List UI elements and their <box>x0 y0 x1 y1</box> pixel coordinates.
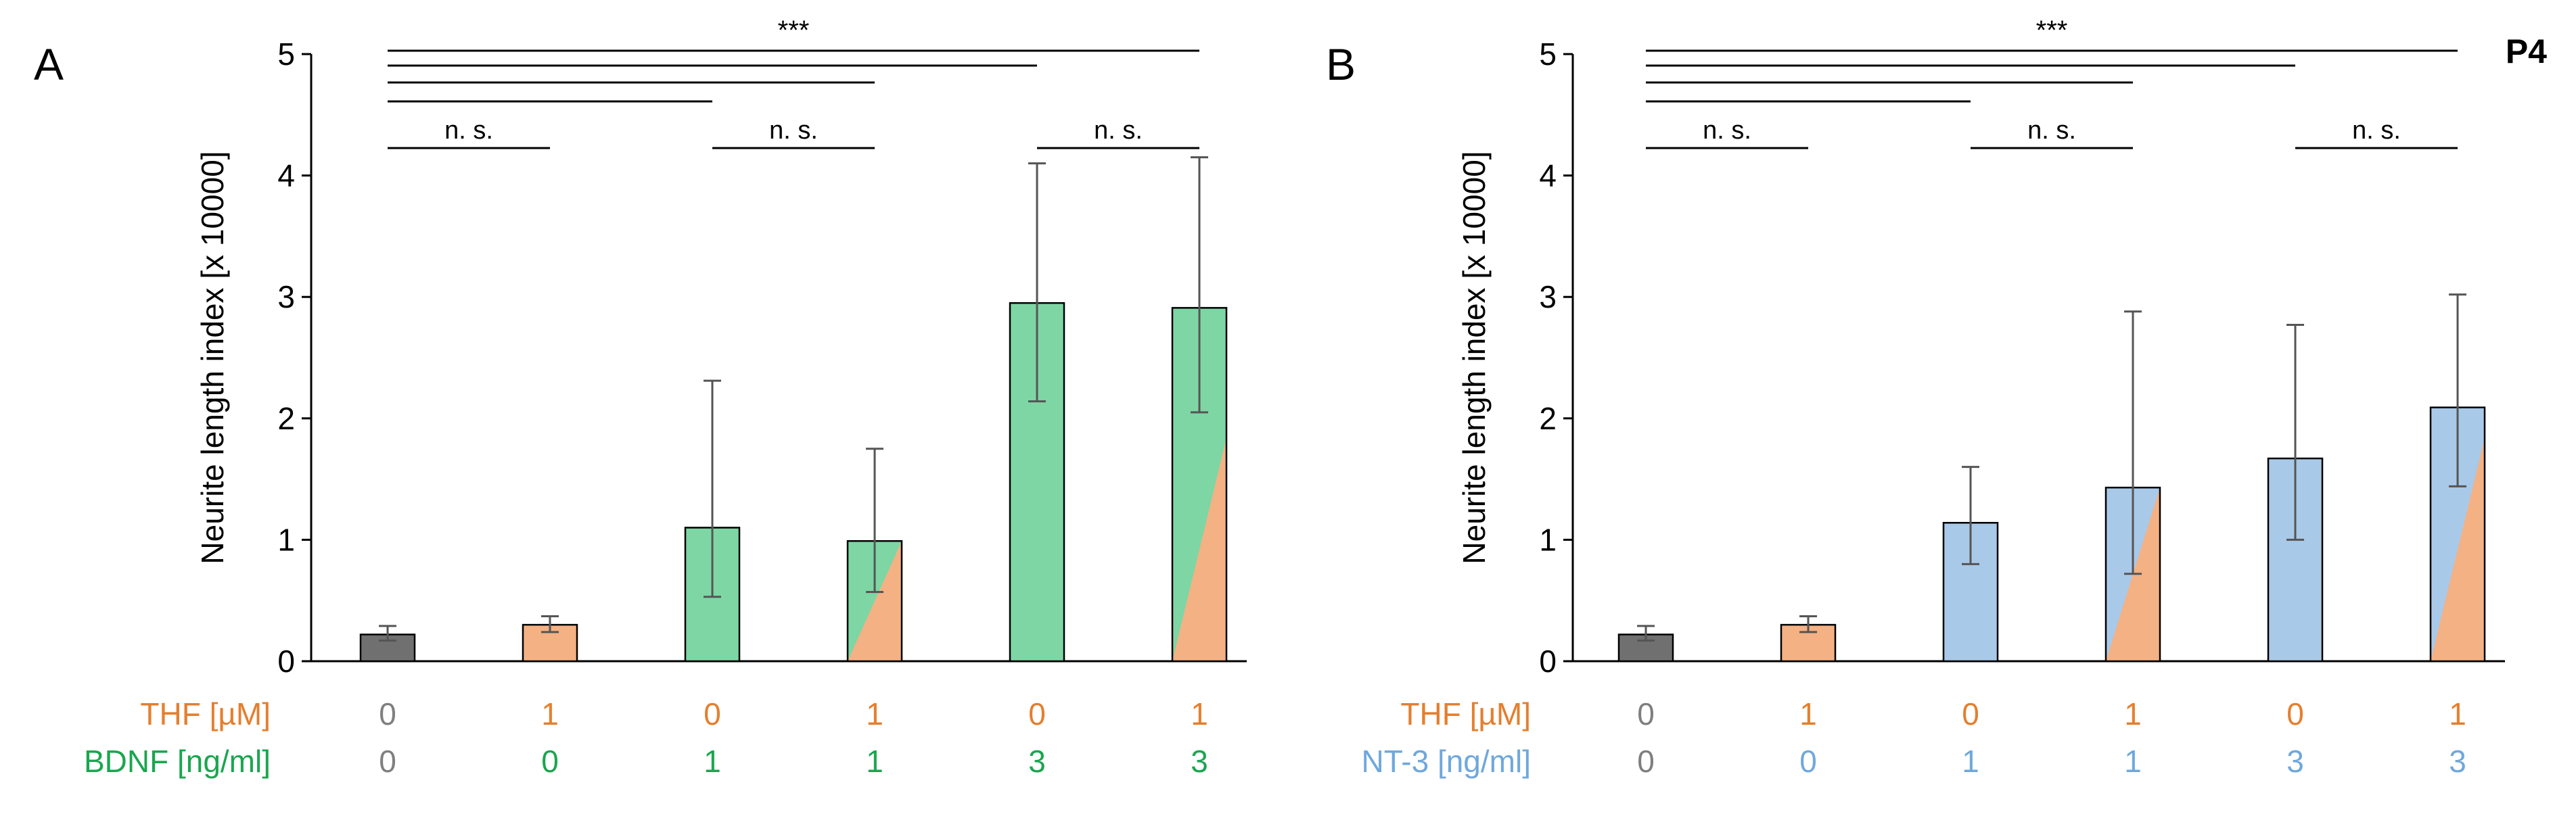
bar <box>1617 633 1674 663</box>
row-value: 0 <box>1028 696 1046 732</box>
bar-thf-segment <box>1172 438 1226 661</box>
bar-group <box>1942 466 1999 663</box>
y-axis-label: Neurite length index [x 10000] <box>1456 151 1492 564</box>
row-label: THF [µM] <box>1400 696 1531 732</box>
row-value: 3 <box>1028 744 1046 779</box>
row-label: THF [µM] <box>140 696 271 732</box>
bar-group <box>2429 293 2486 663</box>
row-value: 1 <box>541 696 559 732</box>
row-value: 1 <box>1962 744 1979 779</box>
ns-label: n. s. <box>2352 116 2401 145</box>
row-value: 1 <box>1799 696 1817 732</box>
row-value: 1 <box>866 696 883 732</box>
ns-label: n. s. <box>444 116 493 145</box>
row-value: 3 <box>1191 744 1208 779</box>
significance-group: *** n. s. n. s. n. s. <box>1646 16 2458 149</box>
row-value: 1 <box>2124 696 2142 732</box>
significance-group: *** n. s. n. s. n. s. <box>388 16 1199 149</box>
y-tick-label: 0 <box>1539 644 1557 679</box>
panel-a: A 0 1 2 3 4 5 Neurite length index [x 10000] ***… <box>34 16 1247 779</box>
bar-group <box>684 379 741 663</box>
panel-label: B <box>1326 39 1356 89</box>
row-value: 0 <box>379 744 396 779</box>
bar-thf-segment <box>848 541 902 661</box>
row-value: 1 <box>2124 744 2142 779</box>
bar-group <box>1171 156 1228 663</box>
y-tick-label: 1 <box>1539 522 1557 557</box>
row-value: 0 <box>704 696 721 732</box>
bar-thf-segment <box>2431 438 2485 661</box>
bar-group <box>846 448 903 663</box>
y-tick-label: 2 <box>1539 401 1557 436</box>
bar-group <box>1009 162 1065 663</box>
bar-group <box>2267 324 2324 663</box>
row-value: 1 <box>1191 696 1208 732</box>
ns-label: n. s. <box>1094 116 1143 145</box>
significance-label: *** <box>2036 16 2068 45</box>
row-value: 0 <box>1637 744 1655 779</box>
significance-label: *** <box>778 16 810 45</box>
bar-group <box>2104 310 2161 663</box>
y-tick-label: 4 <box>277 158 295 193</box>
row-value: 0 <box>379 696 396 732</box>
row-value: 0 <box>1962 696 1979 732</box>
y-tick-label: 3 <box>277 279 295 314</box>
y-tick-label: 3 <box>1539 279 1557 314</box>
ns-label: n. s. <box>2027 116 2076 145</box>
y-tick-label: 5 <box>1539 37 1557 72</box>
row-value: 0 <box>1637 696 1655 732</box>
bar-group <box>1780 615 1837 663</box>
panel-label: A <box>34 39 64 89</box>
bar-group <box>1617 625 1674 663</box>
bar-group <box>359 625 416 663</box>
row-value: 1 <box>866 744 883 779</box>
row-value: 0 <box>1799 744 1817 779</box>
figure-label-p4: P4 <box>2506 32 2547 70</box>
bar-group <box>522 615 578 663</box>
y-axis-label: Neurite length index [x 10000] <box>195 151 230 564</box>
row-value: 1 <box>704 744 721 779</box>
row-value: 3 <box>2286 744 2304 779</box>
y-tick-label: 5 <box>277 37 295 72</box>
row-label: NT-3 [ng/ml] <box>1361 744 1531 779</box>
row-value: 1 <box>2449 696 2466 732</box>
row-value: 3 <box>2449 744 2466 779</box>
panel-b: B 0 1 2 3 4 5 Neurite length index [x 10000] ***… <box>1326 16 2505 779</box>
y-tick-label: 0 <box>277 644 295 679</box>
ns-label: n. s. <box>1703 116 1751 145</box>
y-tick-label: 4 <box>1539 158 1557 193</box>
row-value: 0 <box>2286 696 2304 732</box>
ns-label: n. s. <box>769 116 818 145</box>
row-value: 0 <box>541 744 559 779</box>
y-tick-label: 1 <box>277 522 295 557</box>
row-label: BDNF [ng/ml] <box>84 744 271 779</box>
y-tick-label: 2 <box>277 401 295 436</box>
